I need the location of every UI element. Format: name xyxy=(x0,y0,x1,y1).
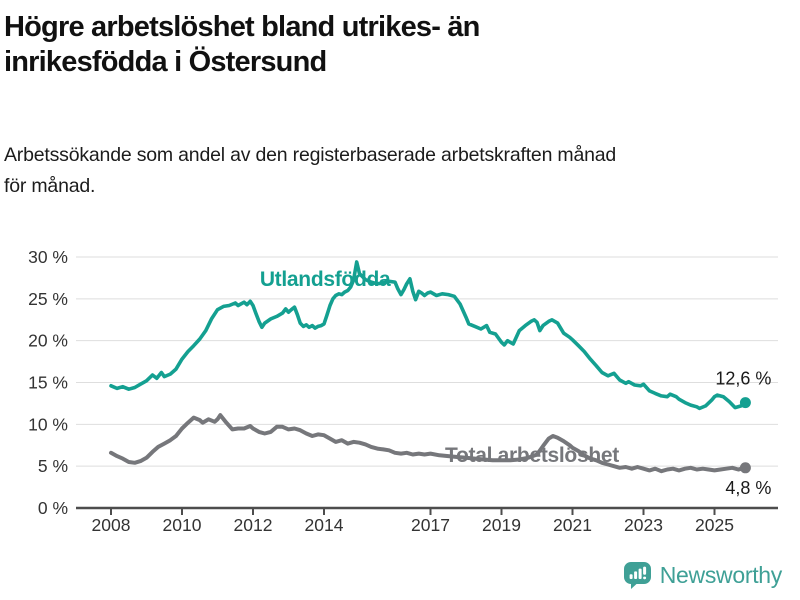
series-line-utlandsf-dda xyxy=(109,260,748,411)
y-axis-tick-label: 25 % xyxy=(28,289,68,309)
x-axis-tick-label: 2014 xyxy=(305,515,344,535)
y-axis-tick-label: 15 % xyxy=(28,373,68,393)
brand-name: Newsworthy xyxy=(659,562,783,588)
x-axis-tick-label: 2017 xyxy=(411,515,450,535)
series-end-value-utlandsf-dda: 12,6 % xyxy=(715,369,771,389)
x-axis-tick-label: 2010 xyxy=(163,515,202,535)
x-axis-tick-label: 2019 xyxy=(482,515,521,535)
x-axis-tick-label: 2025 xyxy=(695,515,734,535)
page-title: Högre arbetslöshet bland utrikes- än inr… xyxy=(4,10,764,80)
bar-chart-speech-bubble-icon xyxy=(623,562,651,589)
y-axis-tick-label: 5 % xyxy=(38,456,68,476)
y-axis-tick-label: 20 % xyxy=(28,331,68,351)
series-end-dot-utlandsf-dda xyxy=(739,397,751,409)
title-line-1: Högre arbetslöshet bland utrikes- än xyxy=(4,11,480,43)
x-axis-tick-label: 2021 xyxy=(553,515,592,535)
y-axis-tick-label: 30 % xyxy=(28,247,68,267)
subtitle-line-1: Arbetssökande som andel av den registerb… xyxy=(4,144,617,166)
subtitle-line-2: för månad. xyxy=(4,175,96,197)
y-axis-tick-label: 10 % xyxy=(28,414,68,434)
x-axis-tick-label: 2012 xyxy=(234,515,273,535)
title-line-2: inrikesfödda i Östersund xyxy=(4,46,327,78)
chart-subtitle: Arbetssökande som andel av den registerb… xyxy=(4,140,794,202)
x-axis-tick-label: 2023 xyxy=(624,515,663,535)
series-label-utlandsf-dda: Utlandsfödda xyxy=(260,268,391,291)
series-label-total-arbetsl-shet: Total arbetslöshet xyxy=(445,444,619,467)
y-axis-tick-label: 0 % xyxy=(38,498,68,518)
series-end-value-total-arbetsl-shet: 4,8 % xyxy=(725,478,771,498)
x-axis-tick-label: 2008 xyxy=(92,515,131,535)
series-end-dot-total-arbetsl-shet xyxy=(739,462,751,474)
newsworthy-logo: Newsworthy xyxy=(623,562,783,589)
series-line-total-arbetsl-shet xyxy=(109,413,748,474)
